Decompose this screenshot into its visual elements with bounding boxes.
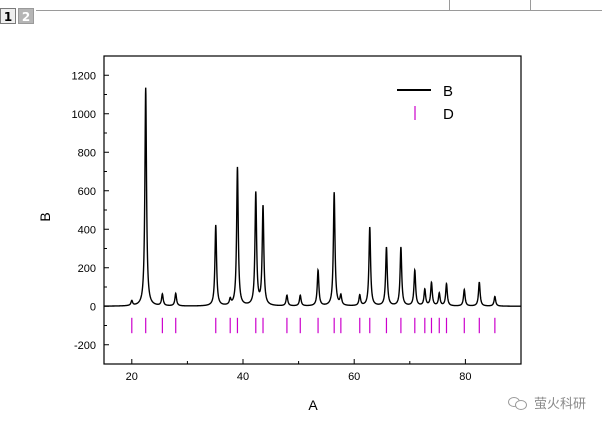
series-b-line [104, 87, 521, 307]
y-tick-label: 800 [78, 147, 96, 159]
chat-bubbles-icon [507, 395, 528, 411]
y-tick-label: 1000 [72, 109, 96, 121]
header-tick [530, 0, 531, 10]
header-tick [449, 0, 450, 10]
y-tick-label: 200 [78, 263, 96, 275]
layer-tabs: 1 2 [0, 8, 36, 26]
layer-tab-1[interactable]: 1 [0, 8, 16, 24]
legend-label-d: D [443, 106, 454, 123]
x-tick-label: 20 [126, 371, 138, 383]
x-axis-label: A [308, 397, 318, 413]
watermark-text: 萤火科研 [533, 396, 586, 411]
y-tick-label: 400 [78, 224, 96, 236]
y-axis-label: B [37, 212, 53, 221]
header-divider [36, 10, 602, 11]
x-tick-label: 60 [348, 371, 360, 383]
y-tick-label: 1200 [72, 70, 96, 82]
x-tick-label: 80 [459, 371, 471, 383]
y-tick-label: 600 [78, 186, 96, 198]
y-tick-label: -200 [74, 340, 96, 352]
y-tick-label: 0 [90, 301, 96, 313]
watermark: 萤火科研 [507, 393, 586, 412]
window-header: 1 2 [0, 0, 602, 26]
legend-label-b: B [443, 83, 453, 100]
x-tick-label: 40 [237, 371, 249, 383]
plot-frame [103, 55, 522, 365]
layer-tab-2[interactable]: 2 [18, 8, 34, 24]
